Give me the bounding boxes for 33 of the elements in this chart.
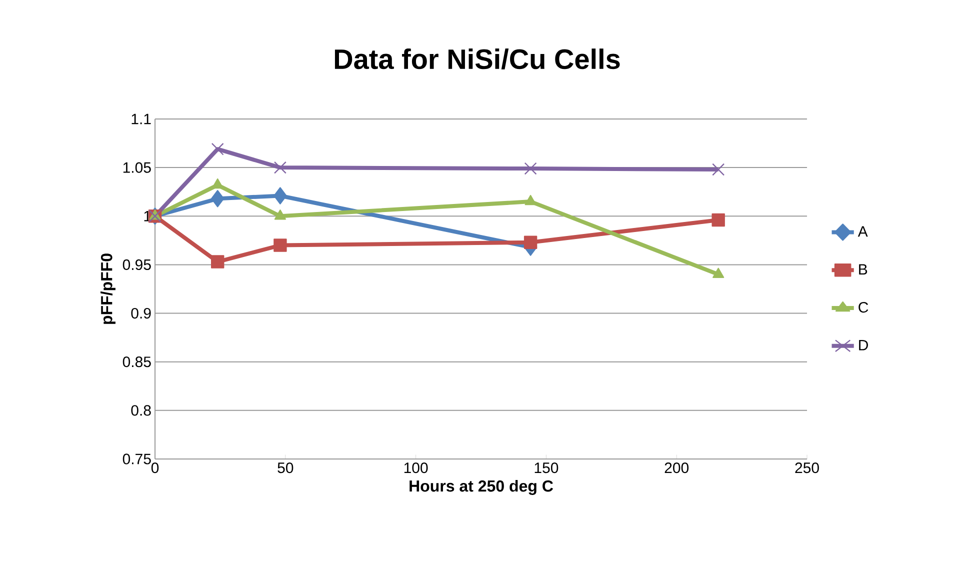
point — [211, 190, 224, 208]
y-tick-label: 0.75 — [122, 454, 151, 464]
x-tick-label: 50 — [278, 462, 294, 474]
x-axis-title: Hours at 250 deg C — [410, 480, 554, 495]
legend-label: D — [859, 340, 868, 350]
x-tick-label: 250 — [795, 462, 819, 474]
y-tick-label: 0.85 — [122, 356, 151, 368]
y-tick-label: 0.8 — [131, 405, 151, 416]
x-tick-label: 150 — [534, 462, 558, 474]
x-tick-label: 0 — [151, 462, 159, 474]
point — [712, 213, 725, 227]
point — [712, 268, 724, 278]
point — [712, 163, 725, 176]
point — [274, 161, 286, 174]
legend-label: A — [858, 226, 868, 237]
point — [524, 162, 537, 175]
y-tick-label: 0.95 — [122, 259, 151, 270]
point — [211, 255, 224, 268]
y-tick-label: 1.05 — [123, 162, 151, 173]
y-tick-label: 0.9 — [131, 308, 151, 319]
y-axis-title: pFF/pFF0 — [100, 254, 116, 324]
point — [524, 194, 536, 206]
point — [211, 142, 224, 156]
y-tick-label: 1.1 — [132, 114, 151, 124]
point — [274, 210, 286, 220]
point — [274, 187, 287, 204]
point — [274, 238, 287, 252]
point — [524, 236, 538, 249]
x-tick-label: 200 — [664, 462, 689, 474]
chart-title: Data for NiSi/Cu Cells — [334, 48, 620, 70]
x-tick-label: 100 — [404, 462, 428, 474]
legend-label: B — [859, 264, 868, 275]
legend-label: C — [858, 302, 868, 313]
